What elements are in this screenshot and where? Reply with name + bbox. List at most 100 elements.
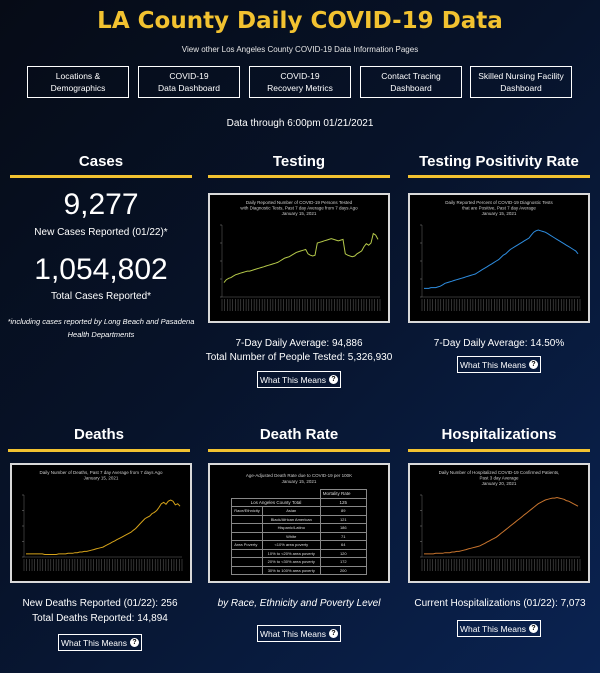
data-date: Data through 6:00pm 01/21/2021 [226, 118, 374, 129]
testing-average: 7-Day Daily Average: 94,886 [235, 338, 363, 349]
death-rate-heading: Death Rate [259, 426, 339, 443]
table-cell: 30% to 100% area poverty [261, 565, 321, 575]
testing-heading: Testing [272, 153, 326, 170]
table-cell: 10% to <20% area poverty [261, 548, 321, 558]
new-cases-label: New Cases Reported (01/22)* [34, 227, 168, 238]
death-rate-chart-title: Age-Adjusted Death Rate due to COVID-19 … [245, 473, 353, 484]
nav-recovery-metrics-button[interactable]: COVID-19 Recovery Metrics [249, 66, 351, 98]
nav-contact-tracing-button[interactable]: Contact Tracing Dashboard [360, 66, 462, 98]
positivity-average: 7-Day Daily Average: 14.50% [433, 338, 565, 349]
positivity-button-label: What This Means [460, 359, 526, 370]
new-deaths: New Deaths Reported (01/22): 256 [22, 598, 178, 609]
total-deaths: Total Deaths Reported: 14,894 [32, 613, 168, 624]
question-icon: ? [528, 624, 538, 633]
hospitalizations-chart-axes [420, 494, 581, 571]
page-title: LA County Daily COVID-19 Data [97, 8, 503, 34]
table-cell: 200 [319, 565, 367, 575]
new-cases-value: 9,277 [63, 188, 139, 221]
table-cell: Black/African American [261, 514, 321, 524]
table-cell: Race/Ethnicity [231, 506, 263, 516]
mortality-rate-table: Mortality Rate Los Angeles County Total 1… [231, 489, 367, 575]
hospitalizations-divider [408, 449, 590, 452]
deaths-divider [8, 449, 190, 452]
table-cell: 71 [319, 531, 367, 541]
nav-skilled-nursing-button[interactable]: Skilled Nursing Facility Dashboard [470, 66, 572, 98]
testing-chart-axes [220, 224, 381, 311]
table-row: 20% to <30% area poverty 172 [231, 557, 367, 567]
table-cell: Area Poverty [231, 540, 263, 550]
table-cell: Los Angeles County Total [231, 497, 321, 507]
table-cell: 186 [319, 523, 367, 533]
table-cell [231, 514, 263, 524]
testing-divider [208, 175, 390, 178]
positivity-chart[interactable]: Daily Reported Percent of COVID-19 Diagn… [408, 193, 590, 323]
total-cases-value: 1,054,802 [34, 253, 168, 286]
positivity-divider [408, 175, 590, 178]
death-rate-what-this-means-button[interactable]: What This Means ? [257, 625, 341, 642]
nav-subtitle: View other Los Angeles County COVID-19 D… [181, 45, 419, 54]
nav-data-dashboard-button[interactable]: COVID-19 Data Dashboard [138, 66, 240, 98]
testing-button-label: What This Means [260, 374, 326, 385]
table-row: White 71 [231, 531, 367, 541]
hospitalizations-what-this-means-button[interactable]: What This Means ? [457, 620, 541, 637]
deaths-chart-svg: Daily Number of Deaths, Past 7 day Avera… [22, 470, 183, 571]
positivity-chart-title: Daily Reported Percent of COVID-19 Diagn… [445, 200, 553, 216]
table-cell: 120 [319, 548, 367, 558]
positivity-chart-axes [420, 224, 581, 311]
cases-divider [10, 175, 192, 178]
table-cell: 125 [319, 497, 367, 507]
hospitalizations-chart-svg: Daily Number of Hospitalized COVID-19 Co… [420, 470, 581, 571]
hospitalizations-series-line [424, 496, 579, 555]
death-rate-table-panel[interactable]: Age-Adjusted Death Rate due to COVID-19 … [208, 463, 390, 583]
testing-chart-svg: Daily Reported Number of COVID-19 Person… [220, 200, 381, 311]
table-cell: 89 [319, 506, 367, 516]
mortality-rate-header: Mortality Rate [319, 489, 367, 499]
deaths-what-this-means-button[interactable]: What This Means ? [58, 634, 142, 651]
cases-footnote: *including cases reported by Long Beach … [7, 317, 195, 339]
deaths-series-line [26, 499, 181, 555]
current-hospitalizations: Current Hospitalizations (01/22): 7,073 [414, 598, 586, 609]
table-cell: <10% area poverty [261, 540, 321, 550]
hospitalizations-heading: Hospitalizations [441, 426, 557, 443]
deaths-heading: Deaths [73, 426, 125, 443]
deaths-chart-axes [22, 494, 183, 571]
testing-series-line [223, 232, 379, 283]
table-cell: White [261, 531, 321, 541]
table-cell: 121 [319, 514, 367, 524]
testing-what-this-means-button[interactable]: What This Means ? [257, 371, 341, 388]
hospitalizations-chart[interactable]: Daily Number of Hospitalized COVID-19 Co… [408, 463, 590, 583]
table-cell: 64 [319, 540, 367, 550]
cases-heading: Cases [78, 153, 124, 170]
table-cell: 20% to <30% area poverty [261, 557, 321, 567]
testing-chart-title: Daily Reported Number of COVID-19 Person… [240, 200, 358, 216]
hospitalizations-button-label: What This Means [460, 623, 526, 634]
testing-chart[interactable]: Daily Reported Number of COVID-19 Person… [208, 193, 390, 323]
table-row: Black/African American 121 [231, 514, 367, 524]
positivity-chart-svg: Daily Reported Percent of COVID-19 Diagn… [420, 200, 581, 311]
table-row: Mortality Rate [232, 489, 367, 499]
table-cell [231, 523, 263, 533]
table-cell [231, 565, 263, 575]
table-row: Hispanic/Latino 186 [231, 523, 367, 533]
table-row: Race/Ethnicity Asian 89 [231, 506, 367, 516]
nav-locations-demographics-button[interactable]: Locations & Demographics [27, 66, 129, 98]
deaths-chart[interactable]: Daily Number of Deaths, Past 7 day Avera… [10, 463, 192, 583]
death-rate-caption: by Race, Ethnicity and Poverty Level [217, 598, 381, 609]
deaths-button-label: What This Means [61, 637, 127, 648]
death-rate-button-label: What This Means [260, 628, 326, 639]
testing-total: Total Number of People Tested: 5,326,930 [205, 352, 393, 363]
question-icon: ? [528, 360, 538, 369]
table-cell: Asian [261, 506, 321, 516]
question-icon: ? [129, 638, 139, 647]
table-cell [231, 548, 263, 558]
positivity-heading: Testing Positivity Rate [419, 153, 579, 170]
deaths-chart-title: Daily Number of Deaths, Past 7 day Avera… [40, 470, 163, 481]
table-row: Los Angeles County Total 125 [231, 497, 367, 507]
table-cell: Hispanic/Latino [261, 523, 321, 533]
positivity-series-line [424, 229, 579, 289]
table-row: Area Poverty <10% area poverty 64 [231, 540, 367, 550]
table-cell [231, 531, 263, 541]
table-row: 30% to 100% area poverty 200 [231, 565, 367, 575]
positivity-what-this-means-button[interactable]: What This Means ? [457, 356, 541, 373]
table-cell [231, 557, 263, 567]
